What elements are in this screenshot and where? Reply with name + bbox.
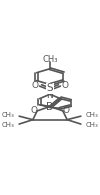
Text: O: O [32,81,39,90]
Text: O: O [30,106,37,115]
Text: B: B [46,102,54,112]
Text: O: O [61,81,68,90]
Text: CH₃: CH₃ [42,55,58,64]
Text: CH₃: CH₃ [2,112,15,118]
Text: N: N [46,91,53,100]
Text: CH₃: CH₃ [85,112,98,118]
Text: S: S [47,83,53,93]
Text: O: O [63,106,70,115]
Text: CH₃: CH₃ [85,122,98,128]
Text: CH₃: CH₃ [2,122,15,128]
